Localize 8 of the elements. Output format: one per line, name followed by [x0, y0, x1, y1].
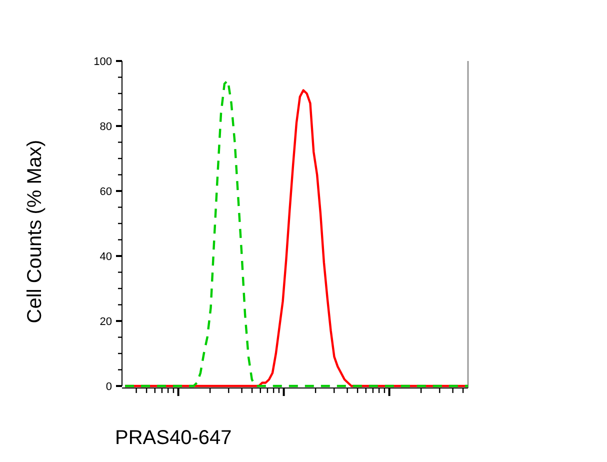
- y-tick-label: 100: [94, 56, 112, 68]
- y-tick-label: 40: [100, 250, 112, 263]
- y-tick-label: 0: [106, 380, 112, 393]
- y-tick-label: 80: [100, 120, 112, 133]
- y-axis-title: Cell Counts (% Max): [24, 140, 46, 324]
- y-tick-label: 60: [100, 186, 112, 198]
- x-axis-title: PRAS40-647: [115, 427, 232, 449]
- y-tick-label: 20: [100, 316, 112, 328]
